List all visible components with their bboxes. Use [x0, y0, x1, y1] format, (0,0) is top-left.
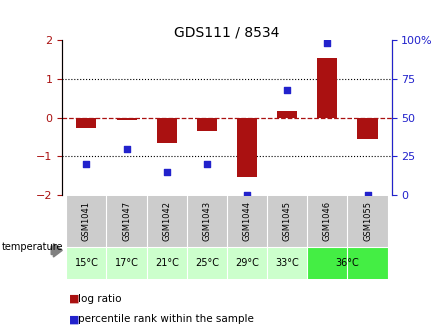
Text: 17°C: 17°C	[115, 258, 138, 268]
Text: GSM1045: GSM1045	[283, 201, 291, 241]
Point	[123, 146, 130, 151]
Text: 21°C: 21°C	[155, 258, 178, 268]
Point	[283, 87, 291, 92]
Bar	[77, 118, 97, 128]
Text: GSM1041: GSM1041	[82, 201, 91, 241]
Bar	[237, 118, 257, 177]
Text: percentile rank within the sample: percentile rank within the sample	[78, 314, 254, 324]
Bar	[267, 247, 307, 279]
Bar	[227, 195, 267, 247]
Bar	[66, 195, 106, 247]
Bar	[187, 195, 227, 247]
Title: GDS111 / 8534: GDS111 / 8534	[174, 25, 279, 39]
Text: GSM1042: GSM1042	[162, 201, 171, 241]
Text: ■: ■	[69, 294, 80, 304]
Bar	[307, 247, 388, 279]
Bar	[147, 195, 187, 247]
Text: GSM1043: GSM1043	[202, 201, 211, 241]
Bar	[348, 195, 388, 247]
Text: ■: ■	[69, 314, 80, 324]
Text: temperature: temperature	[2, 242, 64, 252]
Bar	[106, 195, 147, 247]
Text: 25°C: 25°C	[195, 258, 219, 268]
Bar	[117, 118, 137, 120]
Bar	[106, 247, 147, 279]
Text: 33°C: 33°C	[275, 258, 299, 268]
Text: GSM1044: GSM1044	[243, 201, 251, 241]
Point	[364, 192, 371, 198]
Point	[83, 161, 90, 167]
Bar	[277, 111, 297, 118]
Bar	[147, 247, 187, 279]
Bar	[187, 247, 227, 279]
Text: 36°C: 36°C	[336, 258, 359, 268]
Bar	[357, 118, 377, 139]
Point	[324, 41, 331, 46]
Text: 15°C: 15°C	[74, 258, 98, 268]
Text: GSM1055: GSM1055	[363, 201, 372, 241]
Text: log ratio: log ratio	[78, 294, 121, 304]
Bar	[157, 118, 177, 143]
Bar	[197, 118, 217, 131]
Point	[163, 169, 170, 174]
Point	[203, 161, 210, 167]
Text: GSM1046: GSM1046	[323, 201, 332, 241]
Bar	[307, 195, 348, 247]
Bar	[267, 195, 307, 247]
Bar	[317, 58, 337, 118]
Point	[243, 192, 251, 198]
Text: 29°C: 29°C	[235, 258, 259, 268]
FancyArrow shape	[51, 244, 62, 257]
Text: GSM1047: GSM1047	[122, 201, 131, 241]
Bar	[227, 247, 267, 279]
Bar	[66, 247, 106, 279]
